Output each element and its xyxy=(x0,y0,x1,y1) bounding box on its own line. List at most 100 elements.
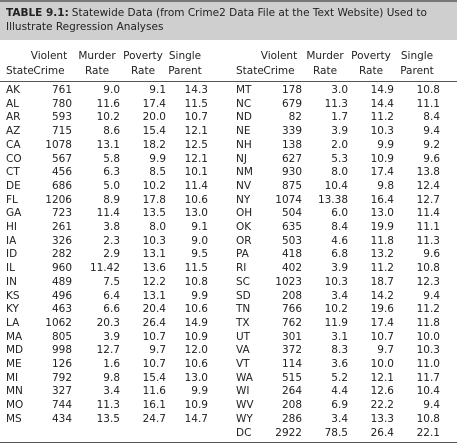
header-rule xyxy=(0,81,457,82)
value-cell: 372 xyxy=(281,344,302,357)
value-cell: 12.3 xyxy=(416,275,440,288)
value-cell: 8.4 xyxy=(331,221,348,233)
value-cell: 6.4 xyxy=(103,289,120,302)
value-cell: 8.9 xyxy=(103,193,120,206)
value-cell: 10.7 xyxy=(370,330,394,343)
value-cell: 8.6 xyxy=(103,125,120,138)
value-cell: 208 xyxy=(281,399,302,412)
value-cell: 20.0 xyxy=(142,111,166,124)
value-cell: 635 xyxy=(281,221,302,233)
value-cell: 5.0 xyxy=(103,179,120,192)
value-cell: 10.6 xyxy=(184,303,208,316)
state-cell: AL xyxy=(6,97,20,110)
value-cell: 326 xyxy=(51,234,72,247)
value-cell: 4.4 xyxy=(331,385,348,398)
value-cell: 10.3 xyxy=(370,125,394,138)
value-cell: 1.6 xyxy=(103,358,120,370)
value-cell: 3.4 xyxy=(331,412,348,425)
value-cell: 14.2 xyxy=(370,289,394,302)
state-cell: CO xyxy=(6,152,22,165)
value-cell: 496 xyxy=(51,289,72,302)
state-cell: NJ xyxy=(236,152,247,165)
value-cell: 679 xyxy=(281,97,302,110)
value-cell: 138 xyxy=(281,138,302,151)
column-header: Parent xyxy=(400,65,434,77)
value-cell: 1078 xyxy=(45,138,72,151)
value-cell: 26.4 xyxy=(142,316,166,329)
value-cell: 16.1 xyxy=(142,399,166,412)
state-cell: ND xyxy=(236,111,252,124)
value-cell: 14.9 xyxy=(184,316,208,329)
value-cell: 11.2 xyxy=(416,303,440,316)
value-cell: 11.3 xyxy=(324,97,348,110)
column-header: Rate xyxy=(312,65,338,77)
value-cell: 8.5 xyxy=(149,166,166,179)
state-cell: IN xyxy=(6,275,17,288)
value-cell: 264 xyxy=(281,385,302,398)
value-cell: 11.7 xyxy=(416,371,440,384)
value-cell: 6.6 xyxy=(103,303,120,316)
value-cell: 9.1 xyxy=(191,221,208,233)
value-cell: 10.8 xyxy=(416,262,440,275)
value-cell: 3.9 xyxy=(103,330,120,343)
value-cell: 13.3 xyxy=(370,412,394,425)
column-header: State xyxy=(6,65,34,77)
value-cell: 715 xyxy=(51,125,72,138)
value-cell: 114 xyxy=(281,358,302,370)
value-cell: 10.0 xyxy=(416,330,440,343)
value-cell: 792 xyxy=(51,371,72,384)
value-cell: 17.4 xyxy=(370,316,394,329)
value-cell: 261 xyxy=(51,221,72,233)
title-text: Statewide Data (from Crime2 Data File at… xyxy=(6,7,427,33)
value-cell: 19.6 xyxy=(370,303,394,316)
value-cell: 9.6 xyxy=(423,152,440,165)
column-header: Violent xyxy=(30,50,68,62)
value-cell: 13.1 xyxy=(96,138,120,151)
value-cell: 11.0 xyxy=(416,358,440,370)
value-cell: 13.0 xyxy=(184,371,208,384)
value-cell: 14.4 xyxy=(370,97,394,110)
value-cell: 20.3 xyxy=(96,316,120,329)
value-cell: 434 xyxy=(51,412,72,425)
value-cell: 26.4 xyxy=(370,426,394,439)
value-cell: 504 xyxy=(281,207,302,220)
value-cell: 13.1 xyxy=(142,248,166,261)
value-cell: 9.8 xyxy=(377,179,394,192)
value-cell: 9.7 xyxy=(377,344,394,357)
value-cell: 9.6 xyxy=(423,248,440,261)
value-cell: 4.6 xyxy=(331,234,348,247)
value-cell: 18.2 xyxy=(142,138,166,151)
value-cell: 16.4 xyxy=(370,193,394,206)
value-cell: 593 xyxy=(51,111,72,124)
value-cell: 9.4 xyxy=(423,289,440,302)
value-cell: 11.8 xyxy=(370,234,394,247)
state-cell: OR xyxy=(236,234,252,247)
state-cell: MT xyxy=(236,84,252,96)
state-cell: NC xyxy=(236,97,252,110)
value-cell: 960 xyxy=(51,262,72,275)
value-cell: 3.4 xyxy=(103,385,120,398)
value-cell: 12.1 xyxy=(370,371,394,384)
column-header: Parent xyxy=(168,65,202,77)
state-cell: HI xyxy=(6,221,17,233)
state-cell: OH xyxy=(236,207,253,220)
value-cell: 9.5 xyxy=(191,248,208,261)
column-header: Single xyxy=(168,50,202,62)
value-cell: 82 xyxy=(288,111,302,124)
state-cell: SD xyxy=(236,289,251,302)
value-cell: 6.0 xyxy=(331,207,348,220)
value-cell: 14.9 xyxy=(370,84,394,96)
value-cell: 24.7 xyxy=(142,412,166,425)
state-cell: FL xyxy=(6,193,18,206)
value-cell: 503 xyxy=(281,234,302,247)
state-cell: PA xyxy=(236,248,249,261)
value-cell: 10.7 xyxy=(142,330,166,343)
state-cell: VT xyxy=(236,358,250,370)
value-cell: 17.8 xyxy=(142,193,166,206)
state-cell: LA xyxy=(6,316,20,329)
value-cell: 463 xyxy=(51,303,72,316)
value-cell: 13.0 xyxy=(370,207,394,220)
value-cell: 998 xyxy=(51,344,72,357)
value-cell: 10.7 xyxy=(142,358,166,370)
value-cell: 5.3 xyxy=(331,152,348,165)
